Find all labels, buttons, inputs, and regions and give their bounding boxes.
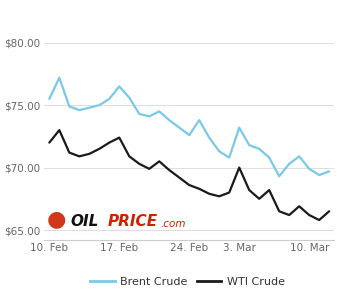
Text: .com: .com [160,219,186,229]
Text: ●: ● [47,209,66,229]
Text: OIL: OIL [70,214,99,229]
Legend: Brent Crude, WTI Crude: Brent Crude, WTI Crude [86,272,289,291]
Text: PRICE: PRICE [108,214,158,229]
